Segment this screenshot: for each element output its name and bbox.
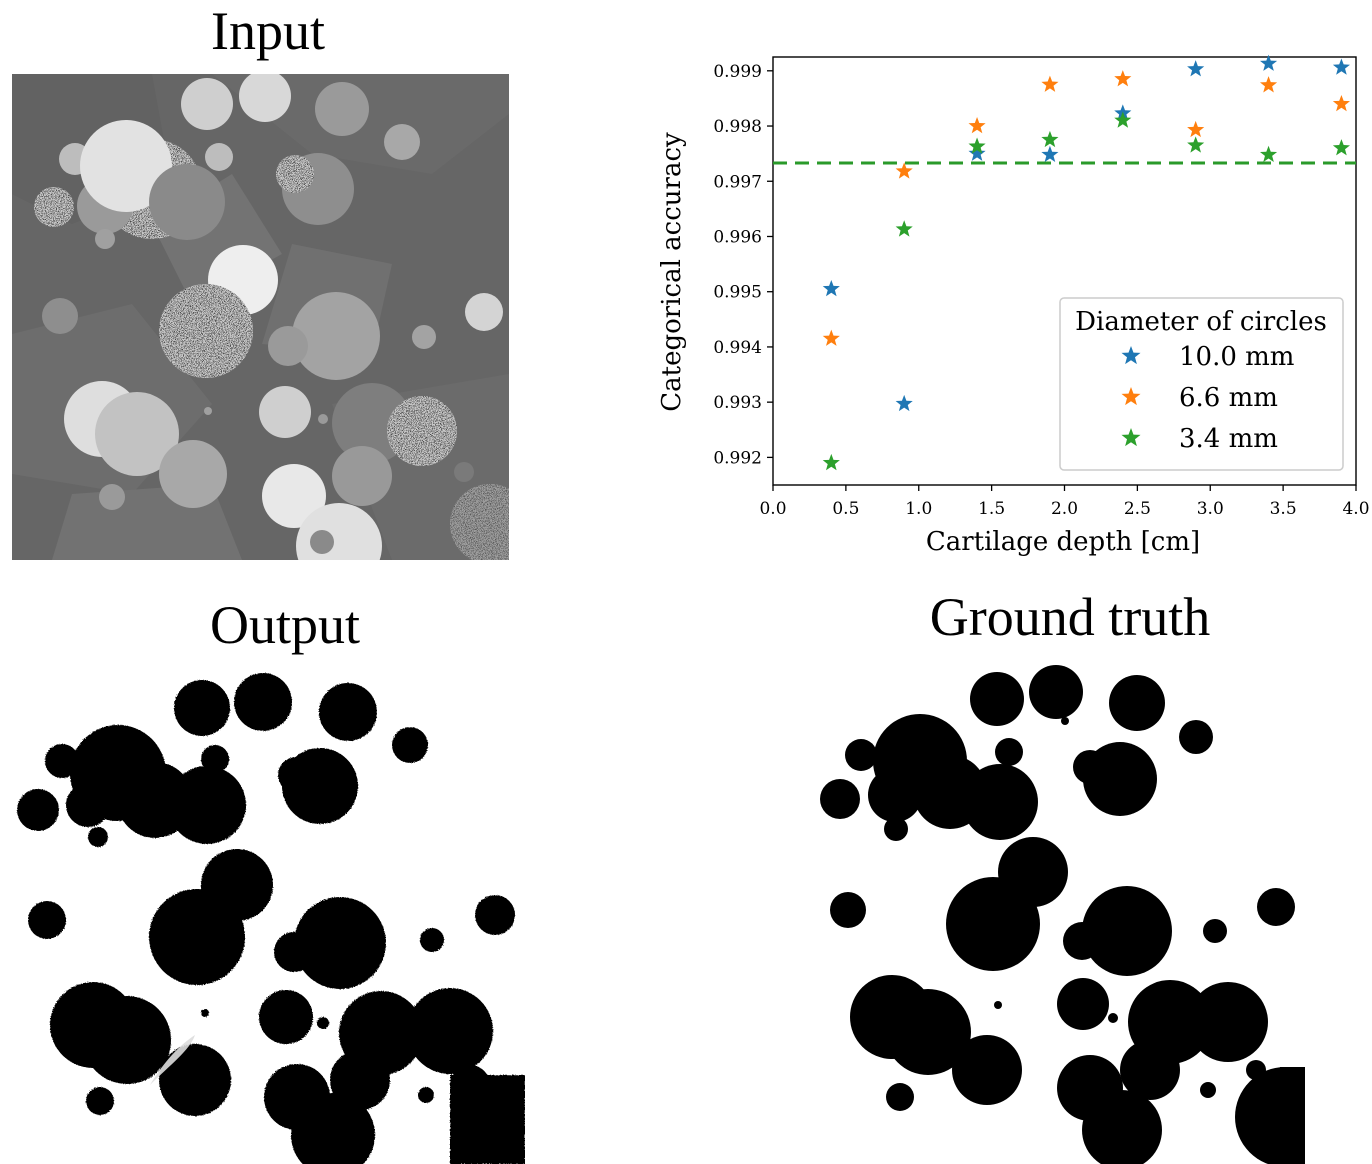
point-series-0 <box>1332 58 1350 75</box>
y-tick-label: 0.998 <box>713 117 762 137</box>
input-panel-title: Input <box>211 1 325 61</box>
legend-label: 3.4 mm <box>1179 424 1278 454</box>
legend-marker <box>1121 387 1141 406</box>
y-tick-label: 0.999 <box>713 62 762 82</box>
point-series-1 <box>968 117 986 134</box>
x-tick-label: 4.0 <box>1342 499 1369 519</box>
y-tick-label: 0.997 <box>713 172 762 192</box>
point-series-1 <box>1114 70 1132 87</box>
x-ticks: 0.0 0.5 1.0 1.5 2.0 2.5 3.0 3.5 4.0 <box>759 485 1370 519</box>
point-series-2 <box>1187 136 1205 153</box>
y-tick-label: 0.996 <box>713 227 762 247</box>
legend-label: 6.6 mm <box>1179 383 1278 413</box>
ground-truth-panel-title: Ground truth <box>929 587 1211 647</box>
point-series-2 <box>822 453 840 471</box>
point-series-2 <box>895 220 913 237</box>
point-series-2 <box>1259 145 1278 163</box>
y-tick-label: 0.995 <box>713 283 762 303</box>
legend-title: Diameter of circles <box>1075 307 1327 337</box>
y-tick-label: 0.994 <box>713 338 762 358</box>
legend-marker <box>1121 428 1141 447</box>
point-series-0 <box>1259 54 1278 71</box>
x-tick-label: 0.5 <box>832 499 859 519</box>
point-series-1 <box>895 162 913 179</box>
point-series-1 <box>1041 75 1059 92</box>
point-series-2 <box>1114 111 1132 128</box>
point-series-1 <box>1259 76 1278 93</box>
ground-truth-image <box>800 662 1305 1164</box>
point-series-1 <box>1187 120 1205 138</box>
point-series-0 <box>822 279 840 297</box>
x-tick-label: 0.0 <box>759 499 786 519</box>
point-series-2 <box>968 137 986 154</box>
output-image <box>0 665 525 1164</box>
point-series-0 <box>1041 145 1059 163</box>
y-axis-label: Categorical accuracy <box>657 132 687 412</box>
legend-marker <box>1121 346 1141 365</box>
x-axis-label: Cartilage depth [cm] <box>926 527 1200 557</box>
legend: Diameter of circles 10.0 mm 6.6 mm 3.4 mm <box>1059 297 1344 471</box>
x-tick-label: 3.5 <box>1270 499 1297 519</box>
point-series-2 <box>1041 130 1059 148</box>
point-series-0 <box>968 144 986 161</box>
input-image <box>12 74 509 560</box>
x-tick-label: 3.0 <box>1197 499 1224 519</box>
legend-box <box>1059 297 1344 471</box>
y-ticks: 0.992 0.993 0.994 0.995 0.996 0.997 0.998 0.999 <box>713 62 773 468</box>
point-series-1 <box>1332 94 1350 112</box>
point-series-0 <box>895 394 913 412</box>
legend-items: 10.0 mm 6.6 mm 3.4 mm <box>1121 342 1294 454</box>
output-panel-title: Output <box>209 595 360 655</box>
point-series-2 <box>1332 139 1350 156</box>
point-series-0 <box>1187 60 1205 77</box>
y-tick-label: 0.992 <box>713 448 762 468</box>
x-tick-label: 1.5 <box>978 499 1005 519</box>
legend-label: 10.0 mm <box>1179 342 1294 372</box>
y-tick-label: 0.993 <box>713 393 762 413</box>
data-points <box>822 54 1350 471</box>
x-tick-label: 1.0 <box>905 499 932 519</box>
accuracy-chart: 0.0 0.5 1.0 1.5 2.0 2.5 3.0 3.5 4.0 0.9920.9930.… <box>657 54 1370 557</box>
x-tick-label: 2.0 <box>1051 499 1078 519</box>
point-series-1 <box>822 329 840 346</box>
x-tick-label: 2.5 <box>1124 499 1151 519</box>
